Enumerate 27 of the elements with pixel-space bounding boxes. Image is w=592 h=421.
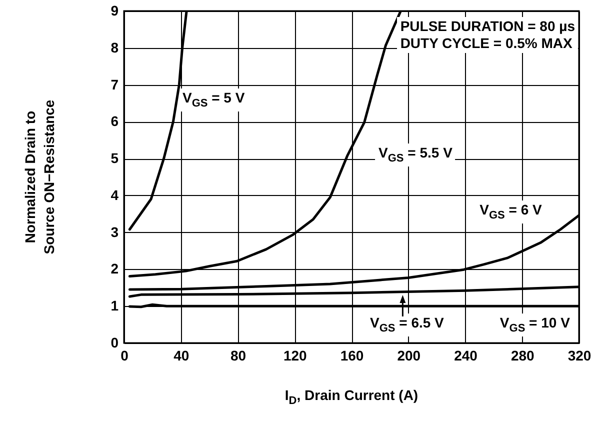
series-label: V$_{GS}$ = 5 V [179, 88, 248, 112]
x-tick-label: 0 [120, 348, 129, 364]
y-axis-title: Normalized Drain to Source ON−Resistance [21, 100, 58, 254]
y-tick-label: 0 [110, 334, 119, 350]
x-tick-label: 40 [174, 348, 190, 364]
y-tick-label: 5 [110, 150, 119, 166]
x-tick-label: 120 [283, 348, 308, 364]
y-tick-label: 1 [110, 298, 119, 314]
y-tick-label: 4 [110, 186, 119, 203]
x-tick-label: 80 [230, 348, 246, 364]
x-tick-label: 280 [510, 348, 535, 364]
y-tick-label: 6 [110, 113, 119, 130]
y-tick-label: 8 [110, 39, 119, 56]
x-tick-label: 240 [454, 348, 478, 364]
y-tick-label: 3 [110, 224, 119, 240]
y-tick-label: 9 [110, 2, 119, 18]
legend-label: V$_{GS}$ = 6.5 V [367, 313, 447, 336]
series-label: V$_{GS}$ = 5.5 V [376, 143, 456, 166]
series-label: V$_{GS}$ = 10 V [496, 313, 573, 336]
y-tick-label: 2 [110, 260, 119, 277]
x-tick-label: 320 [568, 348, 592, 364]
x-tick-label: 200 [397, 348, 421, 364]
series-label: V$_{GS}$ = 6 V [476, 200, 545, 224]
y-tick-label: 7 [110, 76, 119, 92]
x-tick-label: 160 [340, 348, 364, 364]
annotation: PULSE DURATION = 80 µs DUTY CYCLE = 0.5% MAX [397, 17, 578, 53]
x-axis-title: I$_{D}$, Drain Current (A) [284, 386, 420, 409]
